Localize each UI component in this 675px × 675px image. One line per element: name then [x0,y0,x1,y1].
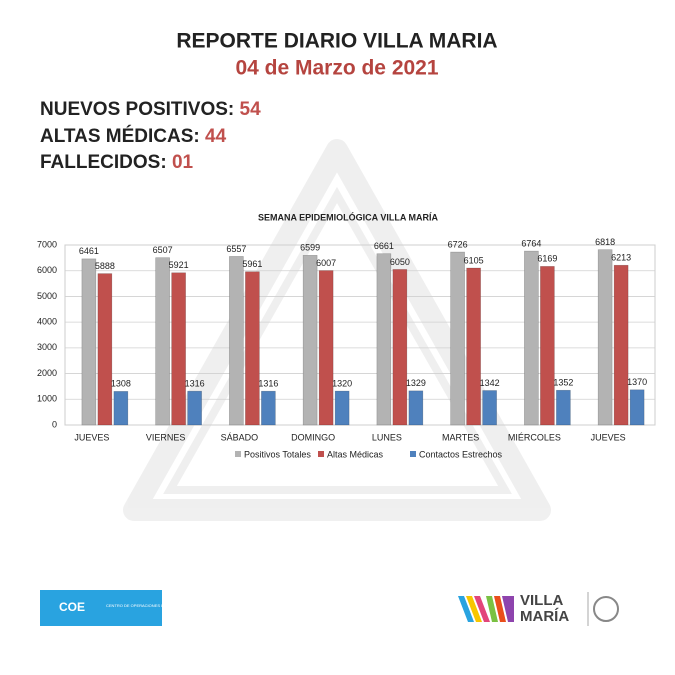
bar [629,389,645,426]
legend-swatch [410,451,416,457]
bar [113,391,129,426]
bar [81,258,97,426]
x-tick-label: DOMINGO [291,432,335,442]
bar [229,256,244,426]
y-tick-label: 5000 [37,291,57,301]
data-label: 5961 [242,259,262,269]
data-label: 6661 [374,241,394,251]
data-label: 6213 [611,253,631,263]
y-tick-label: 0 [52,419,57,429]
bar [245,271,260,426]
legend-label: Altas Médicas [327,449,384,459]
bar [261,390,276,426]
y-tick-label: 3000 [37,342,57,352]
stat-value: 44 [205,126,227,147]
data-label: 1352 [553,378,573,388]
villa-maria-logo [458,592,619,626]
bar [466,267,481,426]
legend-label: Positivos Totales [244,449,311,459]
bar [613,264,629,426]
x-tick-label: SÁBADO [221,432,259,442]
data-label: 6105 [464,255,484,265]
data-label: 6818 [595,237,615,247]
data-label: 1316 [185,379,205,389]
x-tick-label: VIERNES [146,432,186,442]
stat: ALTAS MÉDICAS: 44 [40,125,227,147]
x-tick-label: LUNES [372,432,402,442]
chart-title: SEMANA EPIDEMIOLÓGICA VILLA MARÍA [258,211,439,222]
bar [187,390,202,426]
bar [155,257,170,426]
data-label: 6169 [537,254,557,264]
bar [334,390,350,426]
bar [556,389,571,426]
bar [408,390,424,426]
stat-label: FALLECIDOS: [40,152,167,173]
data-label: 1308 [111,379,131,389]
bar [482,390,497,426]
y-tick-label: 7000 [37,239,57,249]
stat-value: 54 [240,99,262,120]
bar [540,266,555,426]
data-label: 6007 [316,258,336,268]
stat: NUEVOS POSITIVOS: 54 [40,99,261,120]
data-label: 1316 [258,379,278,389]
bar [450,251,465,426]
legend-swatch [235,451,241,457]
y-tick-label: 6000 [37,265,57,275]
stat: FALLECIDOS: 01 [40,152,194,173]
bar [524,250,539,426]
y-tick-label: 4000 [37,317,57,327]
date: 04 de Marzo de 2021 [235,57,438,80]
data-label: 6726 [448,239,468,249]
stat-label: NUEVOS POSITIVOS: [40,99,234,120]
data-label: 1320 [332,378,352,388]
data-label: 5921 [169,260,189,270]
data-label: 1342 [480,378,500,388]
title: REPORTE DIARIO VILLA MARIA [176,30,497,53]
coe-subtitle: CENTRO DE OPERACIONES DE EMERGENCIAS [106,603,198,608]
data-label: 6599 [300,243,320,253]
x-tick-label: MARTES [442,432,479,442]
data-label: 1370 [627,377,647,387]
data-label: 6764 [521,238,541,248]
city-line: MARÍA [520,608,569,625]
legend-label: Contactos Estrechos [419,449,503,459]
data-label: 5888 [95,261,115,271]
bar [97,273,113,426]
stat-label: ALTAS MÉDICAS: [40,125,200,147]
data-label: 6461 [79,246,99,256]
bar [318,270,334,426]
coe-logo [40,590,162,626]
bar [597,249,613,426]
coe-text: COE [59,600,85,614]
y-tick-label: 1000 [37,394,57,404]
bar [392,269,408,426]
city-line: VILLA [520,592,563,609]
bar [302,255,318,426]
y-tick-label: 2000 [37,368,57,378]
bar [171,272,186,426]
data-label: 6507 [153,245,173,255]
plot: 0 1000 2000 3000 4000 5000 6000 7000 JUEVES 6461 5… [37,237,656,459]
x-tick-label: JUEVES [74,432,109,442]
data-label: 6050 [390,257,410,267]
x-tick-label: JUEVES [591,432,626,442]
stat-value: 01 [172,152,194,173]
x-tick-label: MIÉRCOLES [508,432,561,442]
bar [376,253,392,426]
data-label: 6557 [226,244,246,254]
data-label: 1329 [406,378,426,388]
legend-swatch [318,451,324,457]
